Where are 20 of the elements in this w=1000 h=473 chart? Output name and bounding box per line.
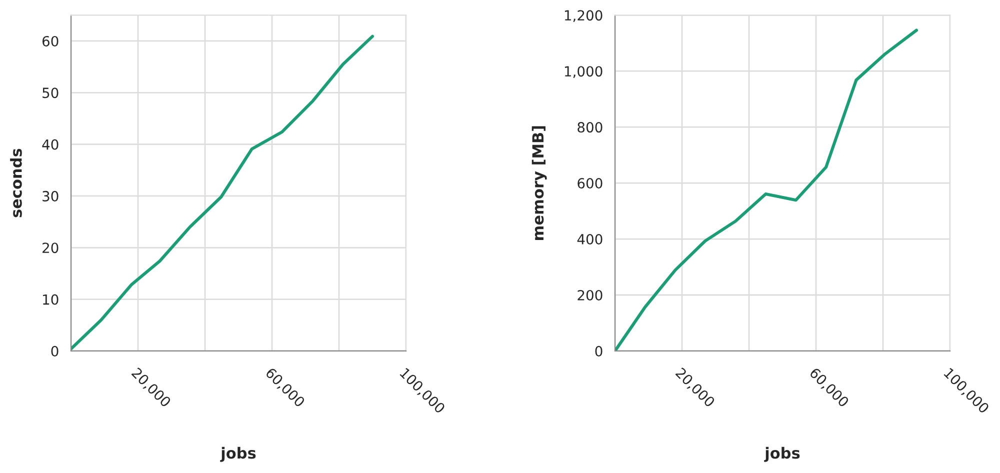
y-tick-label: 600 (578, 178, 602, 189)
line-series (615, 28, 918, 351)
y-tick-label: 1,200 (564, 10, 602, 22)
y-tick-label: 800 (578, 122, 602, 133)
y-axis-title: seconds (10, 148, 22, 218)
y-tick-label: 30 (42, 190, 58, 202)
y-tick-label: 50 (42, 88, 58, 98)
y-tick-label: 0 (595, 346, 602, 356)
y-axis-title: memory [MB] (532, 126, 547, 240)
y-tick-label: 0 (51, 346, 58, 356)
x-axis-title: jobs (220, 446, 256, 462)
y-tick-label: 400 (577, 234, 602, 244)
x-axis-title: jobs (764, 446, 800, 462)
y-tick-label: 40 (42, 139, 58, 150)
y-tick-label: 200 (578, 290, 602, 300)
y-tick-label: 10 (43, 294, 58, 305)
line-series (71, 34, 374, 350)
y-tick-label: 1,000 (564, 66, 602, 78)
y-tick-label: 20 (42, 242, 58, 254)
y-tick-label: 60 (42, 36, 58, 46)
